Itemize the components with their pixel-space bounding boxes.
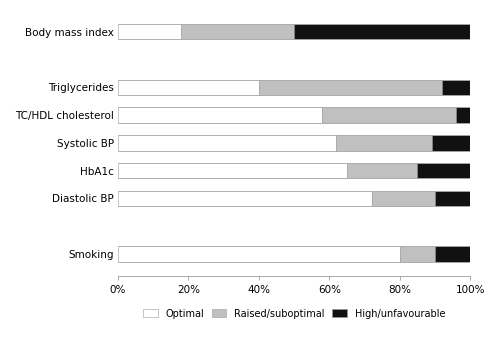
Bar	[322, 108, 456, 123]
Bar	[435, 191, 470, 206]
Bar	[418, 163, 470, 178]
Bar	[118, 163, 347, 178]
Bar	[336, 135, 432, 151]
Bar	[456, 108, 470, 123]
Bar	[118, 247, 400, 262]
Bar	[432, 135, 470, 151]
Bar	[259, 80, 442, 95]
Bar	[442, 80, 470, 95]
Bar	[182, 24, 294, 39]
Bar	[400, 247, 435, 262]
Bar	[294, 24, 470, 39]
Legend: Optimal, Raised/suboptimal, High/unfavourable: Optimal, Raised/suboptimal, High/unfavou…	[143, 308, 446, 319]
Bar	[118, 135, 336, 151]
Bar	[347, 163, 418, 178]
Bar	[435, 247, 470, 262]
Bar	[118, 80, 259, 95]
Bar	[118, 191, 372, 206]
Bar	[118, 24, 182, 39]
Bar	[118, 108, 322, 123]
Bar	[372, 191, 435, 206]
